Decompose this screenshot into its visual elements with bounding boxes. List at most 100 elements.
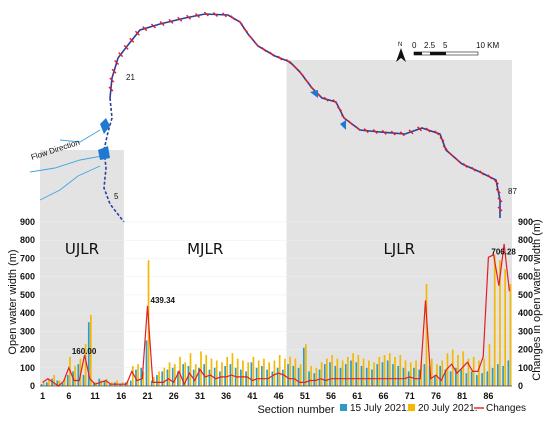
bar-15-july: [323, 364, 326, 386]
bar-20-july: [210, 358, 213, 386]
bar-20-july: [388, 353, 391, 386]
bar-20-july: [221, 362, 223, 386]
bar-20-july: [189, 353, 192, 386]
bar-15-july: [219, 371, 221, 386]
region-label-mjlr: MJLR: [187, 240, 223, 258]
region-shade-ujlr: [40, 150, 124, 386]
bar-15-july: [318, 369, 321, 386]
section-tick: [212, 11, 218, 17]
section-tick: [194, 13, 200, 18]
section-tick: [417, 126, 423, 132]
region-label-ujlr: UJLR: [65, 240, 99, 258]
x-axis-ticks: 1 6 11 16 21 26 31 36 41 46 51 56 61 66 71 76 81 86: [40, 391, 493, 401]
bar-15-july: [297, 367, 300, 386]
section-tick: [261, 47, 267, 53]
bar-20-july: [430, 358, 433, 386]
bar-20-july: [215, 360, 218, 386]
bar-20-july: [79, 358, 82, 386]
bar-20-july: [367, 360, 370, 386]
bar-20-july: [137, 364, 139, 386]
x-tick-label: 16: [116, 391, 126, 401]
section-tick: [448, 151, 454, 157]
bar-15-july: [261, 365, 263, 386]
bar-20-july: [493, 254, 496, 386]
bar-20-july: [168, 362, 171, 386]
right-tick-label: 900: [518, 217, 533, 227]
bar-20-july: [305, 344, 307, 386]
bar-20-july: [362, 358, 365, 386]
bar-15-july: [371, 369, 373, 386]
bar-20-july: [483, 358, 486, 386]
bar-20-july: [247, 362, 250, 386]
bar-15-july: [198, 367, 200, 386]
section-tick: [108, 86, 114, 92]
bar-15-july: [66, 375, 69, 386]
bar-15-july: [56, 380, 59, 386]
bar-20-july: [441, 360, 444, 386]
right-tick-label: 200: [518, 345, 533, 355]
bar-15-july: [255, 367, 258, 386]
bar-20-july: [263, 358, 265, 386]
bar-20-july: [90, 314, 92, 386]
bar-15-july: [428, 365, 431, 386]
section-tick: [248, 34, 254, 40]
section-tick: [222, 12, 227, 18]
bar-15-july: [434, 375, 436, 386]
bar-15-july: [339, 367, 342, 386]
bar-15-july: [87, 322, 90, 386]
bar-20-july: [299, 364, 302, 386]
bar-20-july: [357, 355, 360, 386]
data-label: 706.28: [491, 247, 516, 256]
bar-15-july: [266, 369, 268, 386]
section-tick: [355, 125, 361, 131]
section-tick: [425, 127, 431, 133]
bar-15-july: [476, 375, 478, 386]
x-tick-label: 66: [379, 391, 389, 401]
region-label-ljlr: LJLR: [383, 240, 415, 258]
right-tick-label: 0: [518, 381, 523, 391]
legend-swatch-15-july: [340, 404, 347, 411]
bar-15-july: [61, 383, 64, 386]
x-axis-title: Section number: [257, 404, 334, 416]
section-tick: [269, 51, 275, 57]
bar-20-july: [278, 355, 281, 386]
bar-20-july: [48, 378, 50, 386]
section-tick: [372, 129, 378, 135]
bar-20-july: [320, 362, 323, 386]
right-tick-label: 800: [518, 235, 533, 245]
legend-label-20-july: 20 July 2021.: [418, 403, 478, 414]
bar-20-july: [425, 283, 428, 386]
bar-20-july: [184, 362, 187, 386]
bar-20-july: [42, 382, 45, 386]
bar-15-july: [381, 362, 384, 386]
right-tick-label: 500: [518, 290, 533, 300]
bar-15-july: [491, 367, 494, 386]
section-tick: [111, 68, 117, 74]
bar-15-july: [156, 375, 158, 386]
bar-20-july: [226, 356, 229, 386]
x-tick-label: 61: [352, 391, 362, 401]
right-axis-ticks: 0 100 200 300 400 500 600 700 800 900: [518, 217, 533, 391]
bar-20-july: [100, 380, 103, 386]
data-label: 439.34: [151, 296, 176, 305]
bar-20-july: [415, 360, 417, 386]
bar-15-july: [397, 365, 400, 386]
region-labels: UJLR MJLR LJLR: [65, 240, 415, 258]
section-tick: [277, 55, 283, 61]
bar-20-july: [58, 380, 61, 386]
section-tick: [493, 179, 499, 185]
section-tick: [347, 120, 353, 126]
bar-20-july: [294, 358, 297, 386]
bar-15-july: [302, 347, 305, 386]
legend-label-changes: Changes: [486, 403, 526, 414]
section-tick: [399, 131, 405, 137]
section-ticks: [108, 11, 503, 212]
x-tick-label: 56: [326, 391, 336, 401]
x-tick-label: 51: [300, 391, 310, 401]
section-tick: [254, 41, 260, 47]
bar-15-july: [455, 367, 457, 386]
svg-text:5: 5: [443, 41, 448, 50]
bar-15-july: [376, 364, 379, 386]
section-tick: [186, 14, 192, 20]
bar-20-july: [326, 358, 328, 386]
